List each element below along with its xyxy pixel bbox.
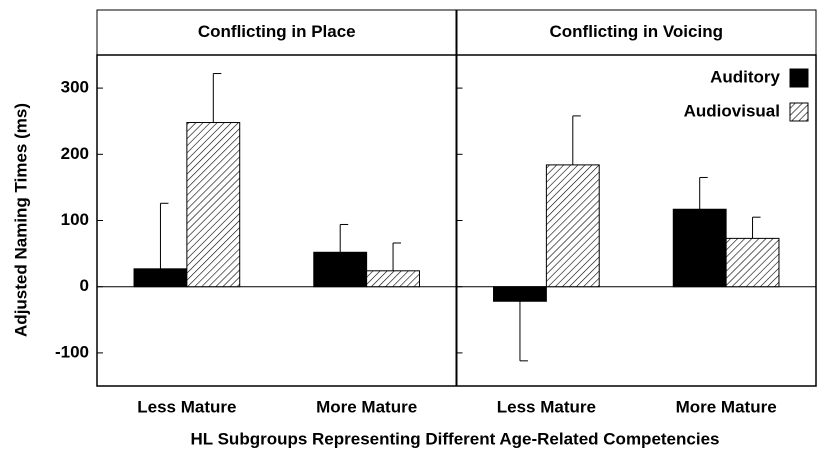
y-tick-label: -100 [55, 342, 89, 361]
x-tick-label: Less Mature [137, 397, 236, 416]
bar [725, 237, 780, 288]
bar [493, 286, 547, 302]
bar [672, 208, 727, 288]
y-tick-label: 0 [80, 276, 89, 295]
bar [313, 251, 368, 288]
error-bar [159, 202, 169, 269]
legend-label: Auditory [710, 67, 780, 86]
panel-title: Conflicting in Place [198, 22, 356, 41]
y-axis-label: Adjusted Naming Times (ms) [11, 103, 30, 337]
error-bar [339, 223, 349, 253]
bar [186, 122, 241, 288]
legend-swatch [789, 68, 809, 88]
error-bar [392, 242, 402, 271]
error-bar [752, 216, 761, 239]
panel-title: Conflicting in Voicing [550, 22, 723, 41]
x-tick-label: More Mature [316, 397, 417, 416]
y-tick-label: 300 [61, 78, 89, 97]
error-bar [572, 115, 581, 165]
y-tick-label: 100 [61, 210, 89, 229]
legend-label: Audiovisual [684, 101, 780, 120]
error-bar [212, 73, 222, 123]
error-bar [519, 301, 528, 362]
x-tick-label: Less Mature [497, 397, 596, 416]
bar [366, 270, 420, 288]
x-tick-label: More Mature [676, 397, 777, 416]
x-axis-label: HL Subgroups Representing Different Age-… [191, 429, 720, 448]
error-bar [699, 176, 708, 210]
legend-swatch [789, 102, 809, 122]
bar [133, 268, 188, 288]
bar [545, 164, 600, 288]
y-tick-label: 200 [61, 144, 89, 163]
